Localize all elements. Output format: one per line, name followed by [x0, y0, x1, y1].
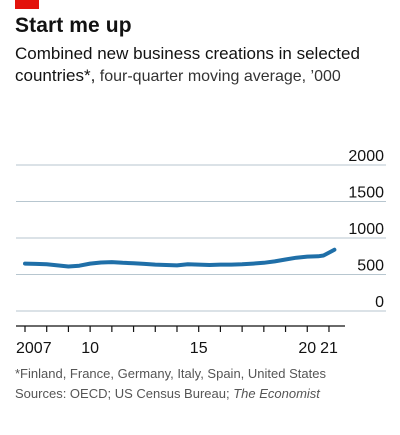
brand-accent-bar: [15, 0, 39, 9]
y-tick-label: 500: [357, 258, 384, 275]
series-line-0: [23, 247, 337, 269]
sources-text: Sources: OECD; US Census Bureau;: [15, 386, 234, 401]
x-tick-label: 21: [320, 340, 338, 357]
chart-subtitle: Combined new business creations in selec…: [15, 43, 390, 88]
y-tick-label: 0: [375, 294, 384, 311]
x-tick-label: 20: [298, 340, 316, 357]
gridlines: [16, 164, 386, 312]
x-tick-label: 15: [190, 340, 208, 357]
y-tick-label: 2000: [348, 148, 384, 165]
chart-title: Start me up: [15, 14, 132, 37]
footnote: *Finland, France, Germany, Italy, Spain,…: [15, 366, 326, 381]
subtitle-main: Combined new business creations in selec…: [15, 44, 360, 85]
y-axis-labels: 0 500 1000 1500 2000: [348, 148, 384, 311]
y-tick-label: 1500: [348, 185, 384, 202]
series-group: [23, 247, 337, 269]
sources-publication: The Economist: [233, 386, 320, 401]
x-tick-label: 2007: [16, 340, 52, 357]
chart-footer: *Finland, France, Germany, Italy, Spain,…: [15, 364, 390, 404]
x-axis: 2007 10 15 20 21: [16, 325, 345, 357]
x-tick-label: 10: [81, 340, 99, 357]
sources: Sources: OECD; US Census Bureau; The Eco…: [15, 384, 390, 404]
y-tick-label: 1000: [348, 221, 384, 238]
subtitle-units: four-quarter moving average, ’000: [95, 68, 341, 85]
